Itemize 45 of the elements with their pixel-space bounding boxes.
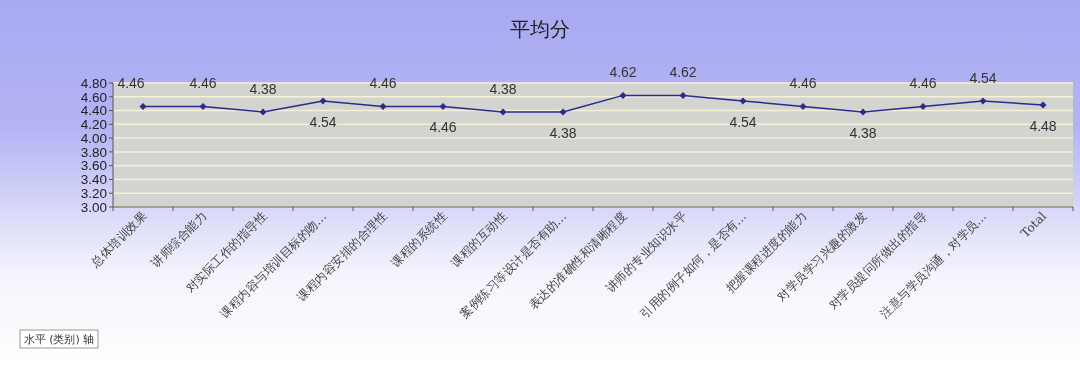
point	[1039, 101, 1047, 109]
point	[259, 108, 267, 116]
chart-title: 平均分	[510, 17, 570, 41]
point	[859, 108, 867, 116]
y-tick-label: 3.60	[80, 158, 107, 174]
y-tick-label: 3.20	[80, 185, 107, 201]
data-label: 4.46	[369, 75, 397, 92]
data-label: 4.38	[549, 124, 577, 141]
point	[499, 108, 507, 116]
y-tick-label: 4.60	[80, 89, 107, 105]
point	[799, 102, 807, 110]
point	[319, 97, 327, 105]
y-tick-label: 4.00	[80, 130, 107, 146]
data-label: 4.62	[609, 64, 637, 81]
y-tick-label: 3.80	[80, 144, 107, 160]
point	[439, 102, 447, 110]
point	[379, 102, 387, 110]
data-label: 4.46	[189, 75, 217, 92]
data-label: 4.54	[729, 113, 757, 130]
data-label: 4.54	[969, 69, 997, 86]
point	[559, 108, 567, 116]
x-tick-label: 课程的系统性	[388, 209, 450, 271]
y-tick-label: 4.40	[80, 103, 107, 119]
data-label: 4.54	[309, 113, 337, 130]
point	[679, 91, 687, 99]
y-tick-label: 3.40	[80, 172, 107, 188]
y-tick-label: 4.80	[80, 75, 107, 91]
point	[739, 97, 747, 105]
point	[199, 102, 207, 110]
text: 水平 (类别) 轴	[23, 333, 95, 346]
point	[619, 91, 627, 99]
data-label: 4.46	[429, 119, 457, 136]
data-label: 4.48	[1029, 118, 1057, 135]
data-label: 4.46	[117, 75, 145, 92]
data-label: 4.46	[909, 75, 937, 92]
data-label: 4.38	[249, 80, 277, 97]
data-label: 4.38	[849, 124, 877, 141]
data-label: 4.46	[789, 75, 817, 92]
y-tick-label: 4.20	[80, 117, 107, 133]
point	[139, 102, 147, 110]
data-label: 4.38	[489, 80, 517, 97]
data-label: 4.62	[669, 64, 697, 81]
point	[919, 102, 927, 110]
y-tick-label: 3.00	[80, 199, 107, 215]
point	[979, 97, 987, 105]
